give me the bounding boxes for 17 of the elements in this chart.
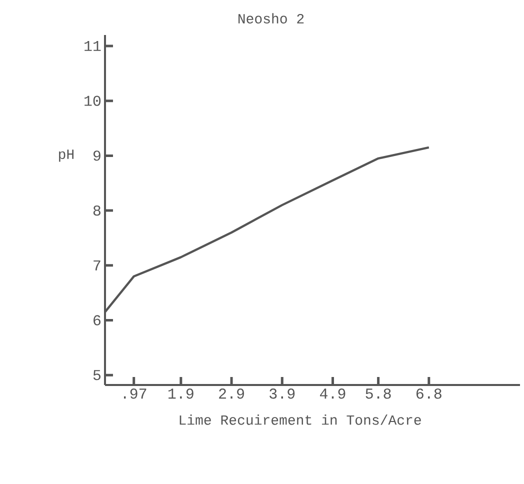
y-tick-label: 5 [93,370,101,380]
x-axis-title: Lime Recuirement in Tons/Acre [180,414,421,425]
y-tick-label: 7 [94,260,100,270]
y-tick-label: 11 [84,41,101,51]
x-tick-label: .97 [124,388,146,399]
y-tick-label: 6 [94,315,100,326]
x-tick-label: 5.8 [366,388,391,399]
x-tick-label: 4.9 [320,388,346,399]
x-tick-label: 3.9 [270,388,295,399]
y-tick-label: 8 [93,205,100,216]
x-tick-label: 6.8 [416,388,442,399]
y-tick-label: 10 [84,96,101,106]
x-tick-label: 1.9 [168,388,194,399]
y-axis-title: pH [59,150,74,162]
chart-title: Neosho 2 [238,13,304,24]
y-tick-label: 9 [94,150,100,161]
x-tick-label: 2.9 [219,388,244,399]
